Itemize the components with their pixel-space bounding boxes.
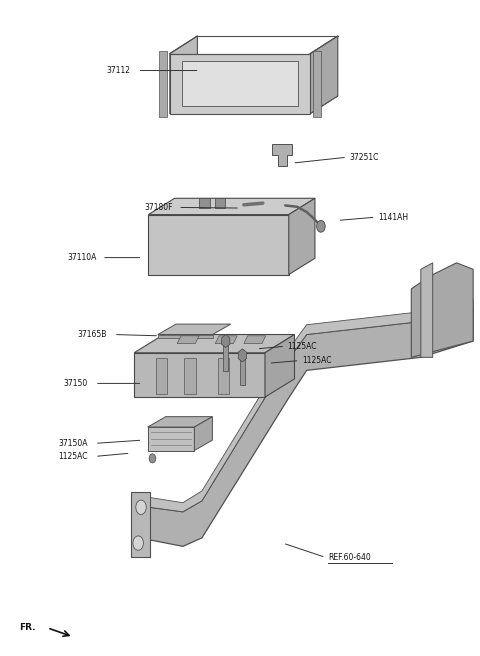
Polygon shape [156,358,167,394]
Text: FR.: FR. [19,623,35,632]
Polygon shape [135,308,473,546]
Polygon shape [272,144,292,167]
Text: 1125AC: 1125AC [288,342,317,351]
Polygon shape [238,349,247,362]
Polygon shape [310,36,338,113]
Polygon shape [134,335,295,353]
Polygon shape [158,324,231,335]
Polygon shape [158,335,213,338]
Polygon shape [265,335,295,397]
Text: 37150A: 37150A [58,439,88,448]
Polygon shape [411,263,473,358]
Polygon shape [177,336,199,344]
Polygon shape [421,263,432,358]
Bar [215,197,225,208]
Text: 37110A: 37110A [68,253,97,262]
Text: 37165B: 37165B [77,330,107,339]
Circle shape [317,220,325,232]
Polygon shape [312,51,321,117]
Polygon shape [170,36,197,113]
Polygon shape [184,358,196,394]
Circle shape [149,454,156,463]
Text: 37112: 37112 [107,66,131,75]
Text: 1125AC: 1125AC [58,452,88,461]
Polygon shape [182,62,298,106]
Polygon shape [170,54,310,113]
Polygon shape [131,492,150,558]
Polygon shape [289,198,315,275]
Bar [199,197,211,208]
Text: 37251C: 37251C [349,153,379,162]
Polygon shape [244,336,266,344]
Circle shape [133,536,144,550]
Text: 37180F: 37180F [145,203,173,212]
Polygon shape [148,215,289,275]
Polygon shape [194,417,213,451]
Polygon shape [148,198,315,215]
Polygon shape [134,353,265,397]
Text: 1125AC: 1125AC [302,356,331,365]
Polygon shape [215,336,237,344]
Polygon shape [150,298,473,512]
Text: 37150: 37150 [63,379,88,388]
Polygon shape [222,335,230,348]
Polygon shape [217,358,229,394]
Polygon shape [148,427,194,451]
Polygon shape [170,96,338,113]
Polygon shape [148,417,213,427]
Bar [223,345,228,371]
Circle shape [136,500,146,514]
Bar [240,359,245,385]
Polygon shape [159,51,168,117]
Text: 1141AH: 1141AH [378,213,408,222]
Text: REF.60-640: REF.60-640 [328,553,371,562]
